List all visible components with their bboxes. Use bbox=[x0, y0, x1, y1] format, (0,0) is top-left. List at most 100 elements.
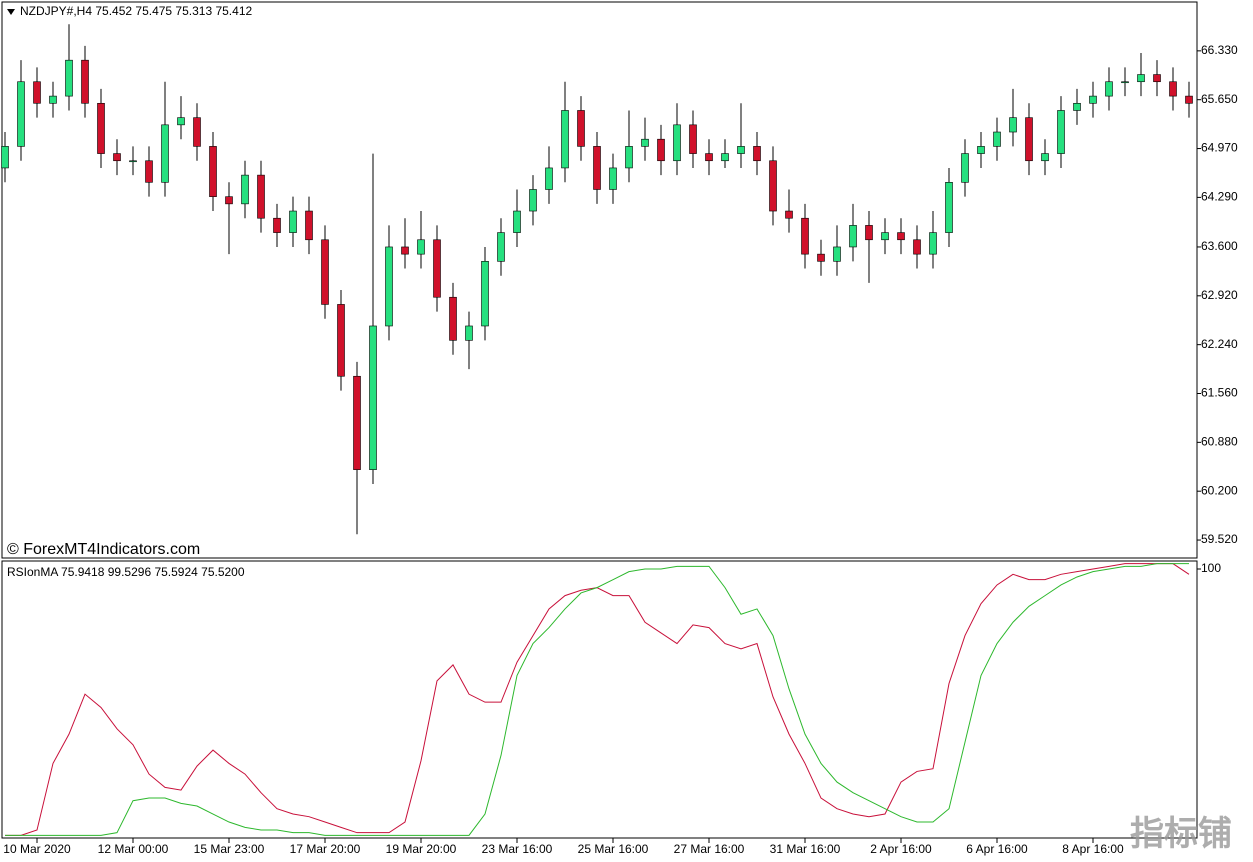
candle-body bbox=[961, 153, 969, 183]
y-tick-label: 62.920 bbox=[1201, 288, 1238, 302]
x-tick-label: 15 Mar 23:00 bbox=[194, 842, 265, 856]
y-tick-label: 59.520 bbox=[1201, 532, 1238, 546]
candle-body bbox=[449, 296, 457, 341]
candle-body bbox=[945, 182, 953, 233]
candle-body bbox=[465, 325, 473, 341]
x-tick-label: 2 Apr 16:00 bbox=[870, 842, 932, 856]
candle-body bbox=[65, 59, 73, 97]
candle-body bbox=[257, 174, 265, 219]
candle-body bbox=[897, 232, 905, 241]
y-tick-label: 64.290 bbox=[1201, 190, 1238, 204]
x-tick-label: 19 Mar 20:00 bbox=[386, 842, 457, 856]
candle-body bbox=[705, 153, 713, 162]
candle-body bbox=[1009, 117, 1017, 133]
candle-body bbox=[769, 160, 777, 212]
y-tick-label: 100 bbox=[1201, 561, 1221, 575]
y-tick-label: 66.330 bbox=[1201, 43, 1238, 57]
candle-body bbox=[609, 167, 617, 190]
candle-body bbox=[529, 189, 537, 212]
x-tick-label: 10 Mar 2020 bbox=[3, 842, 71, 856]
candle-body bbox=[177, 117, 185, 126]
candle-body bbox=[1105, 81, 1113, 97]
indicator-panel bbox=[1, 560, 1198, 839]
candle-body bbox=[801, 217, 809, 255]
price-panel bbox=[1, 1, 1198, 559]
candle-body bbox=[657, 138, 665, 162]
candle-body bbox=[849, 225, 857, 248]
candle-body bbox=[369, 325, 377, 470]
candle-body bbox=[497, 232, 505, 262]
candle-body bbox=[97, 102, 105, 154]
candle-body bbox=[337, 304, 345, 377]
candle-body bbox=[1, 146, 9, 169]
watermark: 指标铺 bbox=[1130, 815, 1232, 853]
candle-body bbox=[1153, 74, 1161, 83]
candle-body bbox=[401, 246, 409, 255]
candle-body bbox=[785, 210, 793, 219]
candle-body bbox=[225, 196, 233, 205]
candle-body bbox=[113, 153, 121, 162]
candle-body bbox=[353, 375, 361, 470]
x-tick-label: 17 Mar 20:00 bbox=[290, 842, 361, 856]
candle-body bbox=[977, 146, 985, 154]
candle-body bbox=[161, 124, 169, 183]
candle-body bbox=[721, 153, 729, 162]
candle-body bbox=[641, 138, 649, 147]
candle-body bbox=[289, 210, 297, 233]
x-tick-label: 27 Mar 16:00 bbox=[674, 842, 745, 856]
candle-body bbox=[273, 217, 281, 233]
candle-body bbox=[817, 253, 825, 262]
candle-body bbox=[1185, 95, 1193, 104]
x-tick-label: 31 Mar 16:00 bbox=[770, 842, 841, 856]
candle-body bbox=[1025, 117, 1033, 162]
x-tick-label: 6 Apr 16:00 bbox=[966, 842, 1028, 856]
x-tick-label: 25 Mar 16:00 bbox=[578, 842, 649, 856]
candle-body bbox=[433, 239, 441, 298]
candle-body bbox=[913, 239, 921, 255]
candle-body bbox=[753, 146, 761, 162]
candle-body bbox=[1169, 81, 1177, 97]
candle-body bbox=[1073, 102, 1081, 111]
candle-body bbox=[321, 239, 329, 305]
candle-body bbox=[145, 160, 153, 183]
candle-body bbox=[209, 146, 217, 197]
y-tick-label: 60.200 bbox=[1201, 483, 1238, 497]
y-tick-label: 65.650 bbox=[1201, 92, 1238, 106]
candle-body bbox=[1089, 95, 1097, 104]
x-tick-label: 12 Mar 00:00 bbox=[98, 842, 169, 856]
candle-body bbox=[385, 246, 393, 327]
candle-body bbox=[833, 246, 841, 262]
candle-body bbox=[673, 124, 681, 162]
y-tick-label: 64.970 bbox=[1201, 141, 1238, 155]
x-tick-label: 23 Mar 16:00 bbox=[482, 842, 553, 856]
symbol-header: NZDJPY#,H4 75.452 75.475 75.313 75.412 bbox=[20, 4, 252, 18]
x-tick-label: 8 Apr 16:00 bbox=[1062, 842, 1124, 856]
candle-body bbox=[561, 110, 569, 169]
indicator-line bbox=[5, 563, 1190, 836]
candle-body bbox=[241, 174, 249, 205]
candle-body bbox=[993, 131, 1001, 147]
candle-body bbox=[481, 261, 489, 327]
candle-body bbox=[865, 225, 873, 241]
candle-body bbox=[689, 124, 697, 154]
candle-body bbox=[33, 81, 41, 104]
candle-body bbox=[17, 81, 25, 147]
candle-body bbox=[417, 239, 425, 255]
candle-body bbox=[305, 210, 313, 241]
candle-body bbox=[625, 146, 633, 169]
candle-body bbox=[1041, 153, 1049, 162]
candle-body bbox=[1057, 110, 1065, 154]
candle-body bbox=[881, 232, 889, 241]
indicator-line bbox=[5, 563, 1189, 836]
y-tick-label: 62.240 bbox=[1201, 337, 1238, 351]
menu-arrow[interactable] bbox=[7, 9, 15, 15]
candle-body bbox=[81, 59, 89, 104]
candle-body bbox=[545, 167, 553, 190]
candle-body bbox=[129, 160, 137, 163]
candle-body bbox=[929, 232, 937, 255]
candle-body bbox=[49, 95, 57, 104]
y-tick-label: 61.560 bbox=[1201, 386, 1238, 400]
y-tick-label: 63.600 bbox=[1201, 239, 1238, 253]
indicator-header: RSIonMA 75.9418 99.5296 75.5924 75.5200 bbox=[7, 565, 245, 579]
